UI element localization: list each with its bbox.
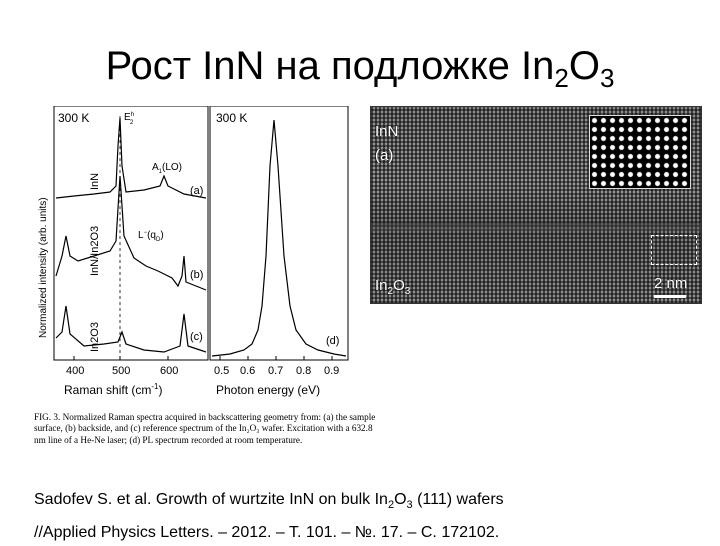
temp-label-right: 300 K — [216, 111, 247, 125]
x-tick-600: 600 — [160, 365, 178, 377]
x-tick-08: 0.8 — [296, 365, 311, 377]
x-tick-500: 500 — [112, 365, 130, 377]
citation-line-1: Sadofev S. et al. Growth of wurtzite InN… — [34, 491, 504, 512]
series-c-label: In2O3 — [89, 322, 101, 352]
tag-b: (b) — [190, 269, 203, 281]
temp-label-left: 300 K — [58, 111, 89, 125]
tem-label-in2o3: In2O3 — [375, 277, 411, 297]
x-tick-06: 0.6 — [240, 365, 255, 377]
tag-a: (a) — [190, 185, 203, 197]
raman-left-frame — [53, 106, 209, 361]
citation: Sadofev S. et al. Growth of wurtzite InN… — [34, 486, 704, 546]
x-tick-400: 400 — [66, 365, 84, 377]
tem-dashed-box — [651, 235, 697, 265]
x-tick-09: 0.9 — [324, 365, 339, 377]
series-a-label: InN — [89, 173, 101, 190]
pl-xlabel: Photon energy (eV) — [216, 383, 320, 397]
raman-figure: 300 K 300 K Eh 2 A1(LO) L−(qD) InN InN/In… — [34, 106, 350, 410]
raman-xlabel: Raman shift (cm-1) — [64, 382, 162, 397]
peak-e2-label: Eh 2 — [124, 112, 134, 126]
tem-image: InN (a) In2O3 2 nm — [370, 106, 702, 304]
series-b-label: InN/In2O3 — [89, 226, 101, 276]
slide-title: Рост InN на подложке In2O3 — [105, 44, 615, 93]
tag-d: (d) — [326, 335, 339, 347]
curve-b — [55, 175, 207, 291]
x-tick-07: 0.7 — [268, 365, 283, 377]
tem-scalebar — [654, 295, 686, 298]
figure-caption: FIG. 3. Normalized Raman spectra acquire… — [34, 412, 380, 446]
tem-scale-label: 2 nm — [654, 275, 688, 292]
tem-label-inn: InN — [375, 123, 399, 140]
tem-label-a: (a) — [375, 147, 394, 164]
peak-l-label: L−(qD) — [138, 230, 164, 243]
raman-ylabel: Normalized intensity (arb. units) — [38, 197, 49, 338]
citation-line-2: //Applied Physics Letters. – 2012. – T. … — [34, 524, 500, 542]
x-tick-05: 0.5 — [214, 365, 229, 377]
peak-a1-label: A1(LO) — [152, 162, 182, 175]
caption-fig-no: FIG. 3. — [34, 412, 61, 422]
pl-right-frame — [209, 106, 349, 361]
curve-d — [211, 119, 347, 357]
tem-interface — [371, 223, 701, 231]
curve-c — [55, 305, 207, 353]
tag-c: (c) — [190, 331, 203, 343]
curve-a — [55, 117, 207, 199]
tem-inset — [589, 115, 691, 189]
caption-text: Normalized Raman spectra acquired in bac… — [34, 412, 376, 445]
